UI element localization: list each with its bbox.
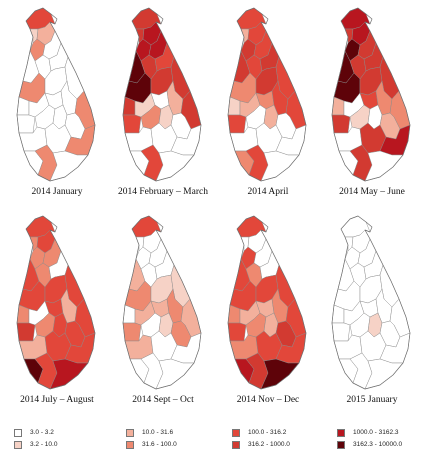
island-outline xyxy=(16,7,96,182)
district-map xyxy=(122,215,202,390)
legend-item: 3162.3 - 10000.0 xyxy=(337,440,426,451)
island-outline xyxy=(227,215,307,390)
island-outline xyxy=(331,215,411,390)
legend-group: 10.0 - 31.6 31.6 - 100.0 xyxy=(126,428,230,454)
legend-label: 10.0 - 31.6 xyxy=(142,429,174,436)
district-region xyxy=(331,114,351,134)
district-map xyxy=(122,7,202,182)
district-map xyxy=(227,7,307,182)
legend-swatch xyxy=(232,429,240,437)
map-panel: 2014 February – March xyxy=(111,5,215,210)
legend-label: 316.2 - 1000.0 xyxy=(248,441,290,448)
legend-swatch xyxy=(14,441,22,449)
district-region xyxy=(227,114,247,134)
district-map xyxy=(16,7,96,182)
legend-swatch xyxy=(232,441,240,449)
map-panel: 2014 May – June xyxy=(320,5,424,210)
legend-swatch xyxy=(126,429,134,437)
legend-swatch xyxy=(337,429,345,437)
legend-item: 3.2 - 10.0 xyxy=(14,440,118,451)
panel-label: 2014 May – June xyxy=(339,187,405,197)
panel-label: 2014 April xyxy=(247,187,289,197)
panel-label: 2014 Nov – Dec xyxy=(236,395,300,405)
panel-label: 2014 January xyxy=(31,187,83,197)
panel-label: 2014 Sept – Oct xyxy=(132,395,194,405)
island-outline xyxy=(122,215,202,390)
district-region xyxy=(331,322,351,342)
island-outline xyxy=(331,7,411,182)
island-outline xyxy=(227,7,307,182)
district-region xyxy=(227,322,247,342)
map-panel: 2014 July – August xyxy=(5,213,109,418)
legend-label: 3162.3 - 10000.0 xyxy=(353,441,403,448)
legend-label: 100.0 - 316.2 xyxy=(248,429,287,436)
district-region xyxy=(16,114,36,134)
district-map xyxy=(331,215,411,390)
district-region xyxy=(122,322,142,342)
legend-item: 31.6 - 100.0 xyxy=(126,440,230,451)
legend-label: 1000.0 - 3162.3 xyxy=(353,429,399,436)
district-map xyxy=(227,215,307,390)
district-map xyxy=(16,215,96,390)
legend-item: 100.0 - 316.2 xyxy=(232,428,336,439)
legend-item: 10.0 - 31.6 xyxy=(126,428,230,439)
map-panel: 2014 April xyxy=(216,5,320,210)
legend: 3.0 - 3.2 3.2 - 10.0 10.0 - 31.6 31.6 - … xyxy=(0,428,426,455)
map-panel: 2014 Nov – Dec xyxy=(216,213,320,418)
island-outline xyxy=(122,7,202,182)
panel-label: 2015 January xyxy=(346,395,398,405)
legend-swatch xyxy=(14,429,22,437)
legend-group: 1000.0 - 3162.3 3162.3 - 10000.0 xyxy=(337,428,426,454)
district-region xyxy=(122,114,142,134)
legend-item: 3.0 - 3.2 xyxy=(14,428,118,439)
district-map xyxy=(331,7,411,182)
legend-group: 100.0 - 316.2 316.2 - 1000.0 xyxy=(232,428,336,454)
panel-label: 2014 February – March xyxy=(118,187,208,197)
legend-group: 3.0 - 3.2 3.2 - 10.0 xyxy=(14,428,118,454)
island-outline xyxy=(16,215,96,390)
map-panel: 2014 January xyxy=(5,5,109,210)
legend-label: 3.2 - 10.0 xyxy=(30,441,58,448)
legend-item: 1000.0 - 3162.3 xyxy=(337,428,426,439)
map-panel: 2014 Sept – Oct xyxy=(111,213,215,418)
district-region xyxy=(16,322,36,342)
legend-item: 316.2 - 1000.0 xyxy=(232,440,336,451)
map-panel: 2015 January xyxy=(320,213,424,418)
legend-swatch xyxy=(126,441,134,449)
panel-label: 2014 July – August xyxy=(20,395,94,405)
legend-swatch xyxy=(337,441,345,449)
legend-label: 3.0 - 3.2 xyxy=(30,429,54,436)
legend-label: 31.6 - 100.0 xyxy=(142,441,177,448)
